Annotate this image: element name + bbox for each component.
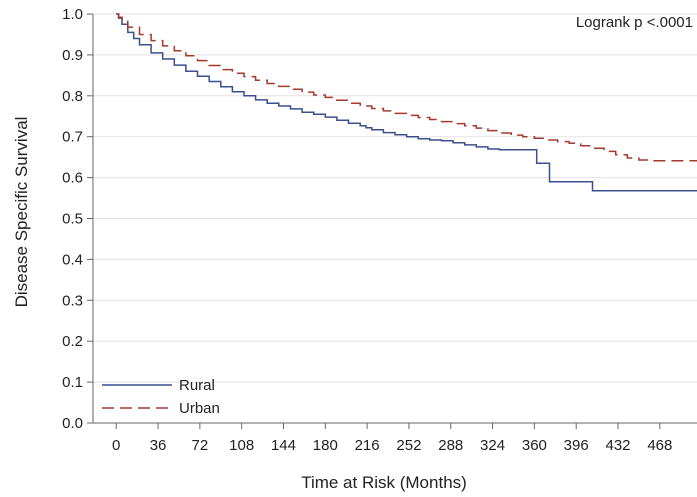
x-tick-label: 0 bbox=[112, 437, 120, 454]
x-tick-label: 216 bbox=[355, 437, 380, 454]
y-tick-label: 0.6 bbox=[62, 170, 83, 187]
legend: Rural Urban bbox=[102, 377, 220, 417]
legend-label-rural: Rural bbox=[179, 377, 215, 394]
y-tick-label: 0.9 bbox=[62, 47, 83, 64]
x-axis-title: Time at Risk (Months) bbox=[301, 473, 467, 492]
series bbox=[116, 13, 697, 192]
x-tick-label: 432 bbox=[605, 437, 630, 454]
x-tick-label: 180 bbox=[313, 437, 338, 454]
y-tick-label: 0.3 bbox=[62, 292, 83, 309]
x-tick-label: 468 bbox=[647, 437, 672, 454]
logrank-annotation: Logrank p <.0001 bbox=[576, 14, 693, 31]
x-tick-label: 72 bbox=[192, 437, 209, 454]
y-tick-label: 0.1 bbox=[62, 374, 83, 391]
x-tick-label: 288 bbox=[438, 437, 463, 454]
y-tick-label: 0.5 bbox=[62, 211, 83, 228]
y-tick-label: 0.4 bbox=[62, 251, 83, 268]
y-axis-title: Disease Specific Survival bbox=[12, 117, 31, 308]
x-tick-label: 252 bbox=[396, 437, 421, 454]
x-tick-label: 324 bbox=[480, 437, 505, 454]
gridlines bbox=[93, 13, 697, 383]
series-line-rural bbox=[116, 13, 697, 192]
series-line-urban bbox=[116, 13, 697, 162]
y-tick-label: 0.0 bbox=[62, 415, 83, 432]
x-ticks: 0 36 72 108 144 180 216 252 288 324 360 396 432 468 bbox=[112, 423, 672, 454]
x-tick-label: 360 bbox=[522, 437, 547, 454]
x-tick-label: 36 bbox=[150, 437, 167, 454]
y-tick-label: 0.8 bbox=[62, 88, 83, 105]
y-tick-label: 1.0 bbox=[62, 6, 83, 23]
y-tick-label: 0.2 bbox=[62, 333, 83, 350]
y-ticks: 0.0 0.1 0.2 0.3 0.4 0.5 0.6 0.7 0.8 0.9 1.0 bbox=[62, 6, 93, 432]
x-tick-label: 144 bbox=[271, 437, 296, 454]
x-tick-label: 396 bbox=[564, 437, 589, 454]
y-tick-label: 0.7 bbox=[62, 129, 83, 146]
x-tick-label: 108 bbox=[229, 437, 254, 454]
legend-label-urban: Urban bbox=[179, 400, 220, 417]
